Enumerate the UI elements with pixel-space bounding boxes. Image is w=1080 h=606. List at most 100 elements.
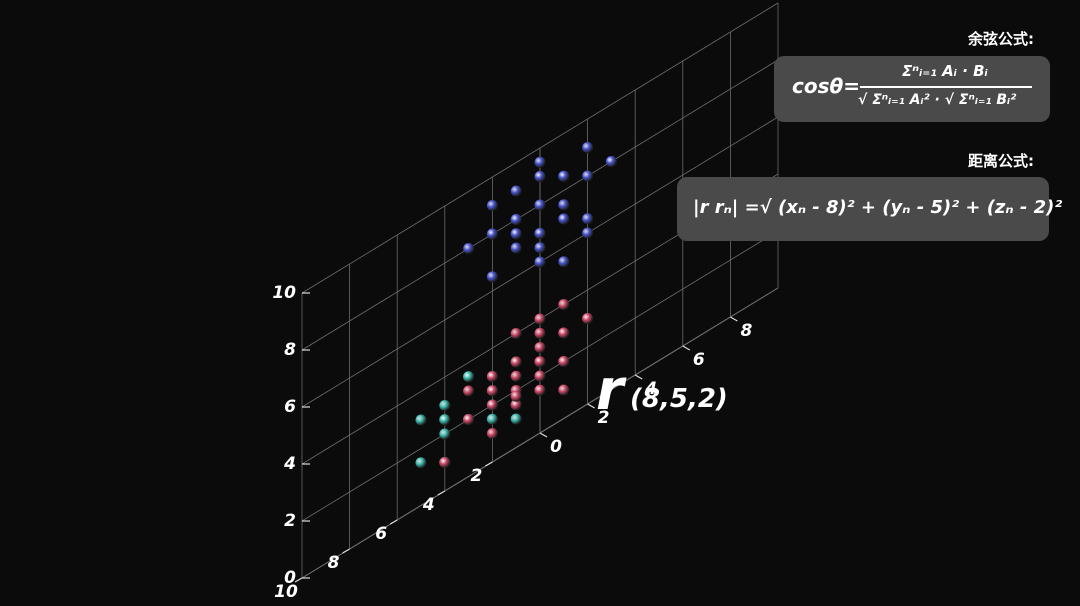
data-point [510,356,522,368]
data-point [486,228,498,240]
data-point [558,170,570,182]
grid-line [539,116,779,263]
x-tick-mark [389,519,398,525]
cosine-numerator: Σⁿᵢ₌₁ Aᵢ · Bᵢ [902,62,988,80]
data-point [534,256,546,268]
data-point [582,313,594,324]
x-tick-label: 2 [470,466,482,486]
y-tick-label: 4 [644,379,657,399]
grid-line [301,375,541,522]
z-tick-label: 8 [284,340,296,360]
reference-point-symbol: r [596,358,624,423]
data-point [415,457,427,469]
y-tick-mark [682,345,691,351]
data-point [534,228,546,239]
data-point [558,356,570,367]
data-point [558,384,570,396]
data-point [439,457,451,468]
fraction-line [860,86,1032,88]
data-point [605,156,617,167]
data-point [486,371,498,382]
data-point [534,199,546,211]
data-point [510,390,522,402]
data-point [463,371,475,383]
data-point [534,342,546,353]
x-tick-mark [342,548,350,554]
y-tick-mark [539,432,548,438]
data-point [582,227,594,239]
data-point [558,327,570,339]
grid-line [539,59,779,206]
data-point [439,400,451,411]
grid-line [539,230,779,377]
grid-line [301,261,541,408]
x-tick-label: 8 [328,553,340,573]
grid-line [301,147,541,294]
z-tick-label: 2 [284,511,296,531]
data-point [534,313,546,325]
y-tick-label: 6 [693,350,705,370]
data-point [534,327,546,339]
y-tick-label: 2 [598,408,610,428]
data-point [534,156,546,168]
data-point [510,228,522,240]
grid [301,2,779,579]
data-point [534,171,546,182]
x-tick-label: 6 [375,524,387,544]
grid-line [539,2,779,149]
distance-formula: |r rₙ| =√ (xₙ - 8)² + (yₙ - 5)² + (zₙ - … [693,197,1063,218]
z-tick-label: 4 [283,454,296,474]
data-point [486,413,498,425]
grid-line [301,318,541,465]
grid-line [301,204,541,351]
data-point [582,170,594,182]
data-point [534,356,546,368]
y-tick-label: 0 [550,437,562,457]
data-point [486,399,498,411]
data-point [463,385,475,397]
data-point [510,370,522,382]
data-point [510,399,522,411]
data-point [486,200,498,211]
data-point [534,384,546,396]
data-point [439,428,451,440]
y-tick-mark [730,316,738,322]
data-point [534,370,546,382]
data-point [510,185,522,197]
data-point [510,328,522,339]
z-tick-label: 0 [284,568,296,588]
x-tick-mark [294,577,303,583]
distance-formula-box: |r rₙ| =√ (xₙ - 8)² + (yₙ - 5)² + (zₙ - … [677,177,1062,241]
x-tick-label: 10 [274,582,298,602]
data-point [558,213,570,225]
data-point [463,243,475,254]
data-point [558,299,570,310]
data-point [439,414,451,426]
points [415,142,617,469]
data-point [582,142,594,153]
data-point [510,413,522,425]
distance-header: 距离公式: [968,152,1034,170]
data-point [463,414,475,425]
cosine-denominator: √ Σⁿᵢ₌₁ Aᵢ² · √ Σⁿᵢ₌₁ Bᵢ² [858,92,1017,108]
grid-line [301,432,541,579]
cosine-formula-box: cosθ= Σⁿᵢ₌₁ Aᵢ · Bᵢ √ Σⁿᵢ₌₁ Aᵢ² · √ Σⁿᵢ₌… [774,56,1050,122]
cosine-lhs: cosθ= [792,74,860,98]
data-point [510,242,522,254]
data-point [534,242,546,254]
data-point [415,414,427,426]
grid-line [539,287,779,434]
y-tick-mark [587,403,595,409]
data-point [558,256,570,268]
data-point [486,428,498,439]
data-point [510,214,522,225]
cosine-header: 余弦公式: [968,30,1034,48]
y-tick-mark [634,374,643,380]
z-tick-label: 6 [284,397,296,417]
data-point [486,385,498,397]
x-tick-mark [485,461,493,467]
z-tick-label: 10 [272,283,296,303]
data-point [558,199,570,211]
